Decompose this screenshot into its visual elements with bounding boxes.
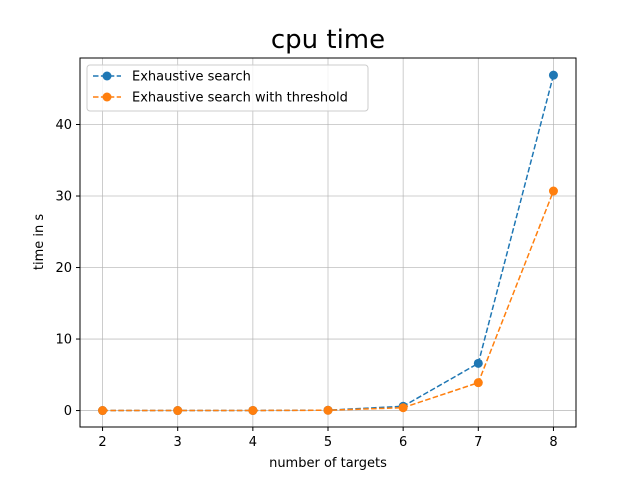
- grid-lines: [80, 58, 576, 427]
- plot-area: 2 3 4 5 6 7 8 0 10 20 30 40: [55, 57, 577, 450]
- y-tick-label: 20: [55, 261, 72, 276]
- x-axis-label: number of targets: [269, 456, 387, 471]
- data-point-series-2: [473, 378, 483, 388]
- x-tick-label: 4: [249, 435, 257, 450]
- legend-label-1: Exhaustive search: [132, 70, 251, 85]
- data-point-series-1: [473, 358, 483, 368]
- data-point-series-2: [548, 186, 558, 196]
- data-point-series-2: [398, 403, 408, 413]
- data-point-series-1: [548, 70, 558, 80]
- y-axis-label: time in s: [32, 214, 47, 270]
- x-tick-label: 7: [474, 435, 482, 450]
- data-point-series-2: [323, 405, 333, 415]
- tick-layer: 2 3 4 5 6 7 8 0 10 20 30 40: [55, 118, 557, 450]
- legend-label-2: Exhaustive search with threshold: [132, 91, 348, 106]
- data-point-series-2: [173, 406, 183, 416]
- data-point-series-2: [248, 405, 258, 415]
- y-tick-label: 30: [55, 190, 72, 205]
- x-tick-label: 6: [399, 435, 407, 450]
- x-tick-label: 5: [324, 435, 332, 450]
- x-tick-label: 8: [549, 435, 557, 450]
- y-tick-label: 40: [55, 118, 72, 133]
- series-layer: [98, 70, 558, 416]
- legend-entries: Exhaustive search Exhaustive search with …: [93, 70, 348, 106]
- legend-marker-1: [102, 71, 112, 81]
- data-point-series-2: [98, 406, 108, 416]
- y-tick-label: 10: [55, 333, 72, 348]
- y-tick-label: 0: [64, 404, 72, 419]
- legend-box: [86, 64, 369, 112]
- legend: Exhaustive search Exhaustive search with …: [86, 64, 369, 112]
- x-tick-label: 3: [174, 435, 182, 450]
- x-tick-label: 2: [98, 435, 106, 450]
- chart-title: cpu time: [271, 25, 385, 55]
- legend-marker-2: [102, 92, 112, 102]
